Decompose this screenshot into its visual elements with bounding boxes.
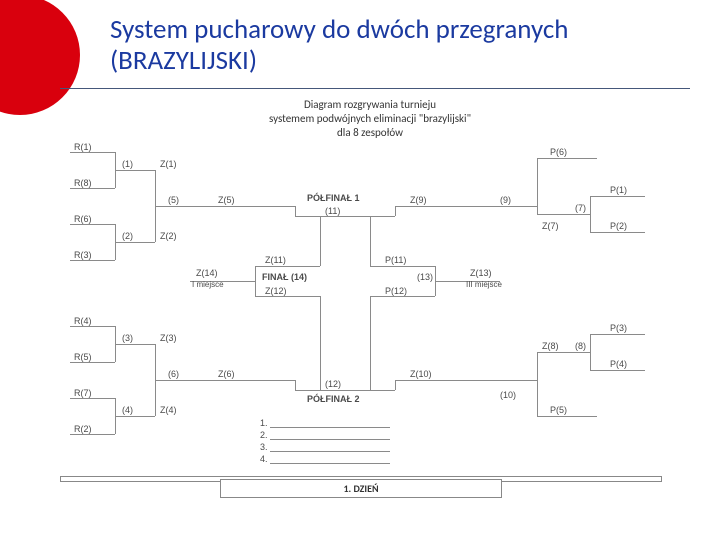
seed: R(8) (74, 178, 92, 188)
match: (13) (417, 272, 433, 282)
semifinal-label: PÓŁFINAŁ 1 (307, 193, 360, 203)
winner: Z(4) (160, 405, 177, 415)
match: (11) (325, 206, 340, 216)
seed: R(2) (74, 424, 92, 434)
placement: 3. (260, 442, 268, 452)
caption-line: systemem podwójnych eliminacji "brazylij… (269, 112, 471, 125)
title-underline (60, 88, 690, 89)
loser: P(1) (610, 185, 627, 195)
seed: R(1) (74, 142, 92, 152)
placement: 1. (260, 418, 268, 428)
match: (10) (500, 390, 516, 400)
winner: Z(10) (410, 369, 432, 379)
loser: P(11) (385, 255, 406, 265)
place-label: I miejsce (192, 280, 224, 289)
placement: 2. (260, 430, 268, 440)
match: (5) (168, 195, 179, 205)
match: (8) (575, 341, 586, 351)
page-title: System pucharowy do dwóch przegranych (B… (110, 14, 670, 76)
caption-line: Diagram rozgrywania turnieju (304, 98, 436, 111)
bracket-diagram: Diagram rozgrywania turnieju systemem po… (70, 96, 670, 518)
semifinal-label: PÓŁFINAŁ 2 (307, 394, 360, 404)
loser: P(3) (610, 323, 627, 333)
loser: P(5) (550, 405, 567, 415)
winner: Z(12) (265, 286, 287, 296)
winner: Z(9) (410, 195, 427, 205)
seed: R(7) (74, 388, 92, 398)
winner: Z(1) (160, 159, 177, 169)
match: (4) (122, 405, 133, 415)
placement: 4. (260, 454, 268, 464)
seed: R(6) (74, 214, 92, 224)
winner: Z(7) (542, 221, 559, 231)
match: (2) (122, 231, 133, 241)
match: (9) (500, 195, 511, 205)
seed: R(3) (74, 250, 92, 260)
loser: P(6) (550, 147, 567, 157)
seed: R(5) (74, 352, 92, 362)
caption-line: dla 8 zespołów (337, 126, 403, 139)
final-label: FINAŁ (14) (262, 272, 307, 282)
day-label: 1. DZIEŃ (220, 479, 502, 498)
loser: P(4) (610, 359, 627, 369)
corner-accent (0, 0, 80, 115)
match: (1) (122, 159, 133, 169)
match: (7) (575, 203, 586, 213)
winner: Z(6) (218, 369, 235, 379)
winner: Z(11) (265, 255, 286, 265)
winner: Z(5) (218, 195, 235, 205)
match: (12) (325, 379, 341, 389)
match: (3) (122, 333, 133, 343)
diagram-caption: Diagram rozgrywania turnieju systemem po… (240, 98, 500, 139)
winner: Z(8) (542, 341, 559, 351)
loser: P(12) (385, 286, 407, 296)
seed: R(4) (74, 316, 92, 326)
winner: Z(2) (160, 231, 177, 241)
winner: Z(13) (470, 268, 492, 278)
match: (6) (168, 369, 179, 379)
winner: Z(14) (196, 268, 218, 278)
loser: P(2) (610, 221, 627, 231)
place-label: III miejsce (466, 280, 502, 289)
winner: Z(3) (160, 333, 177, 343)
